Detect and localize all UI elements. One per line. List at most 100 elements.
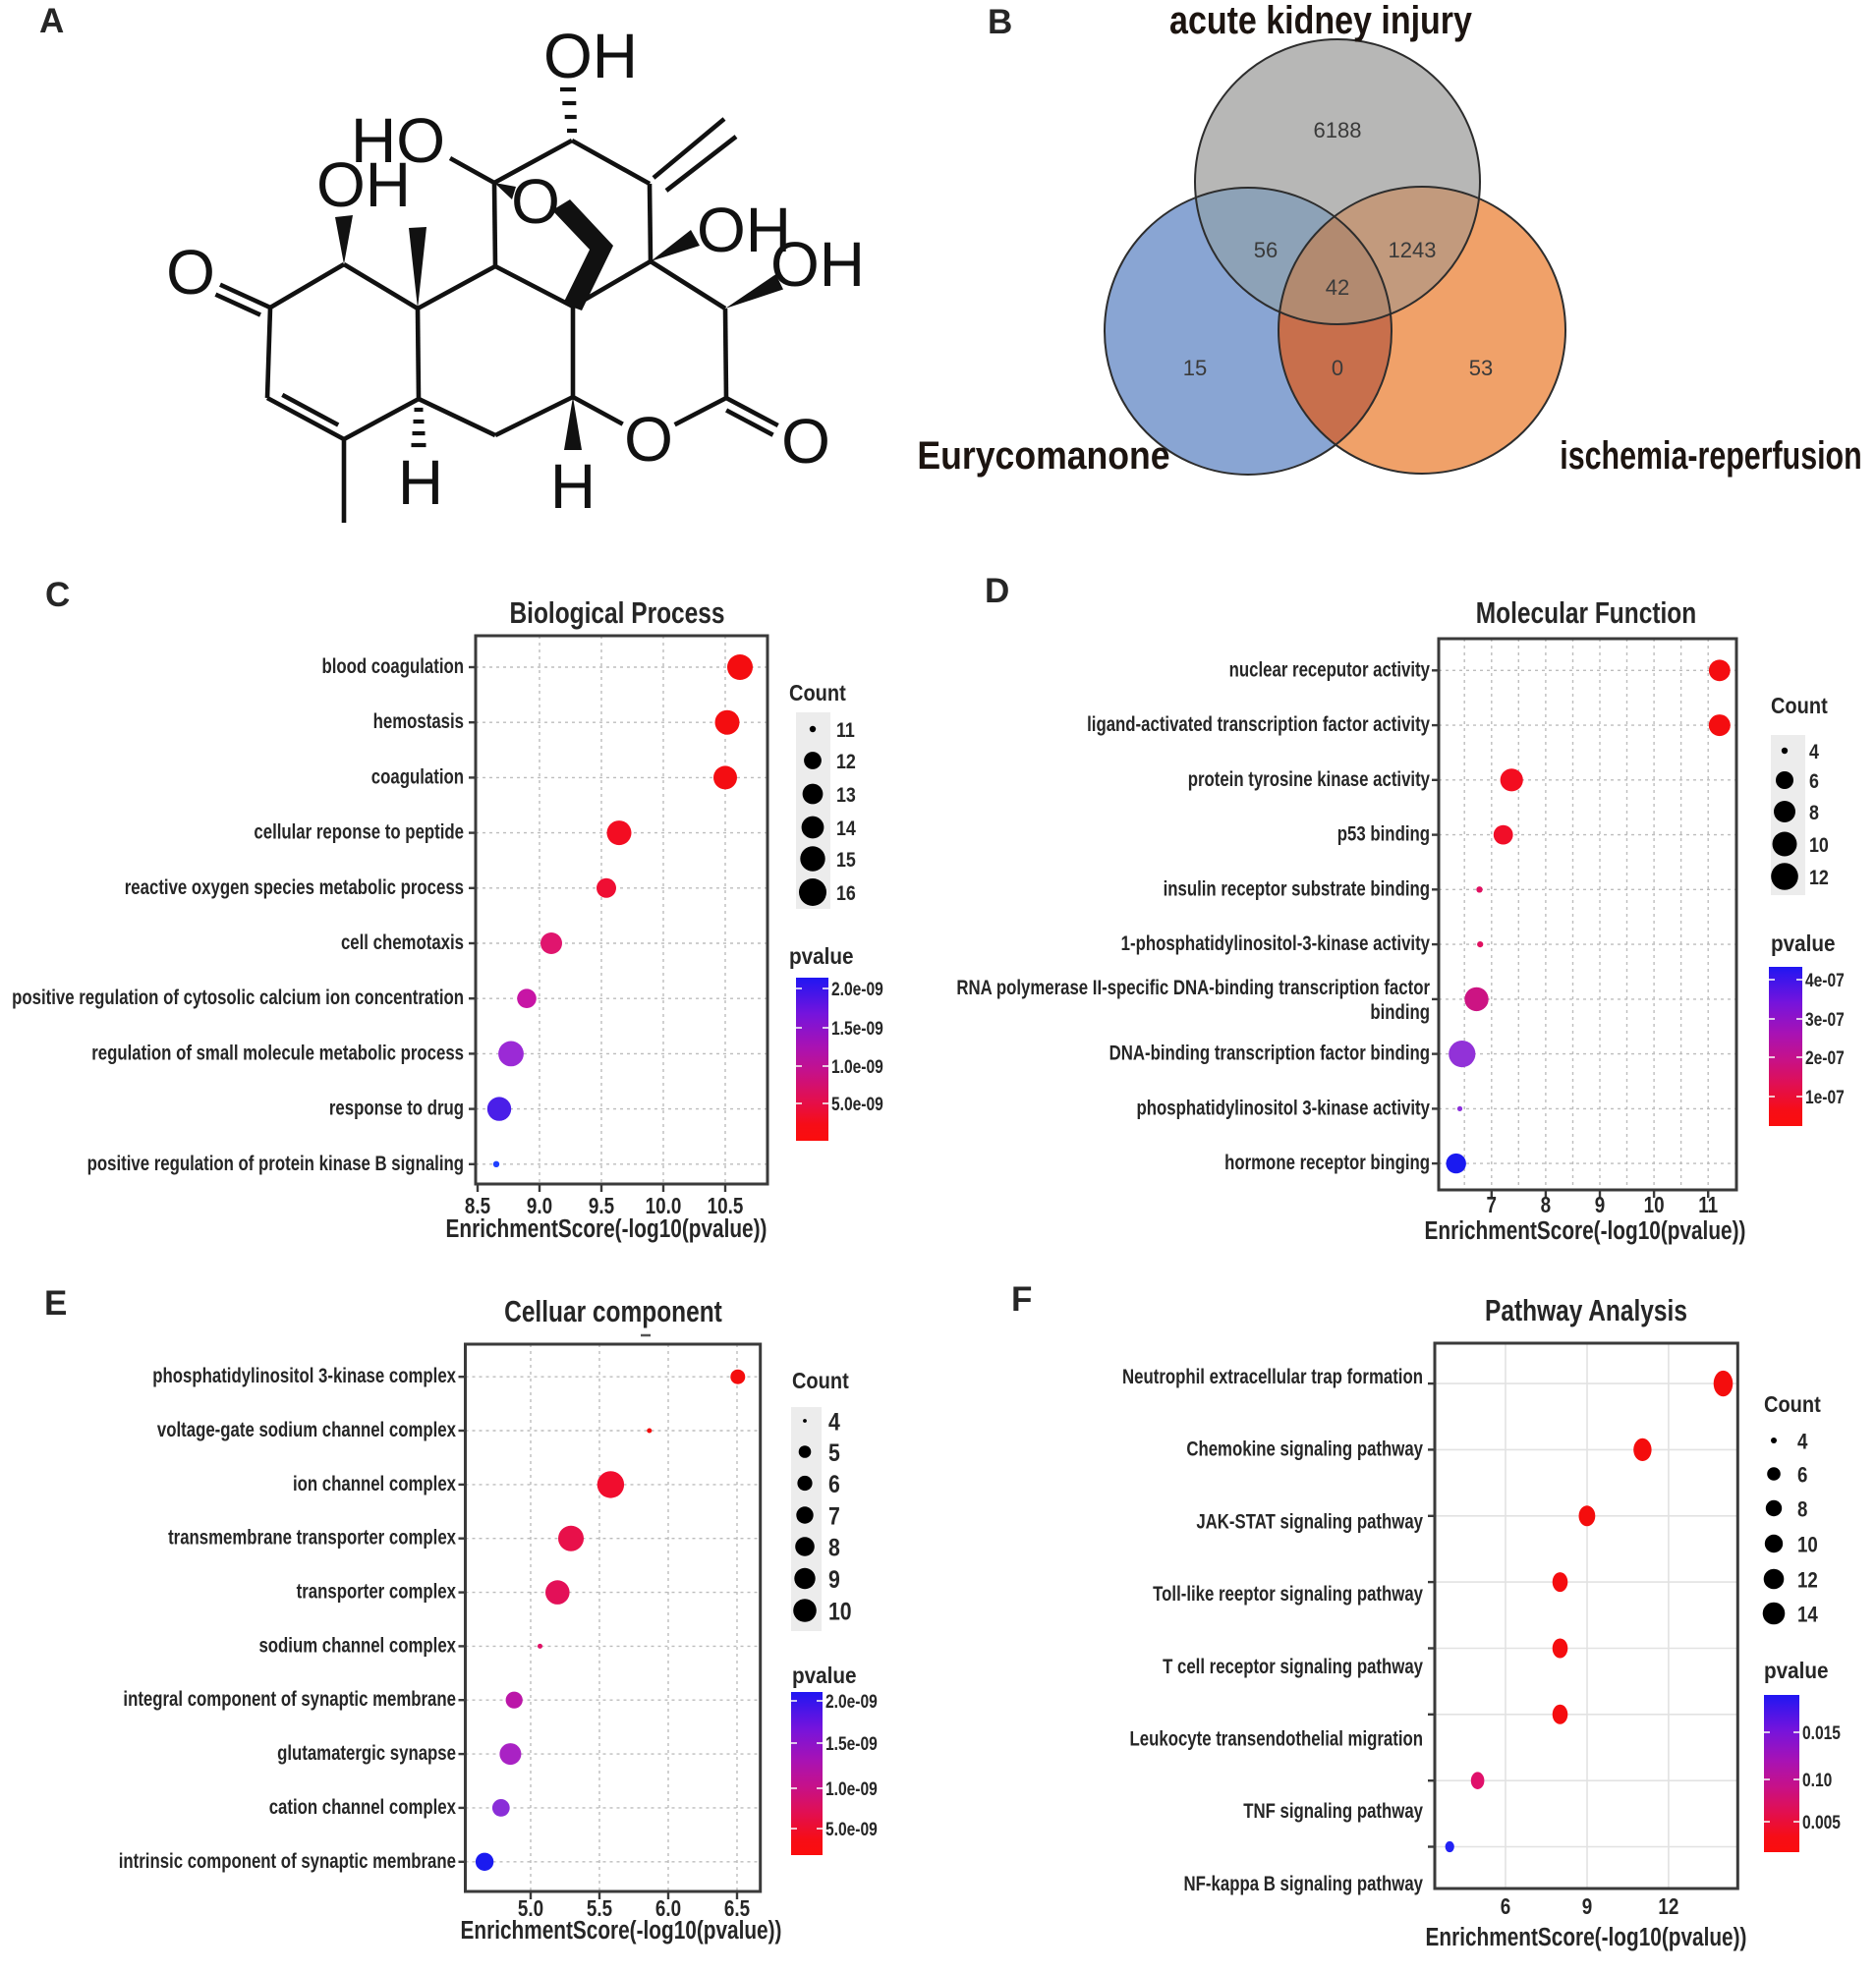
svg-text:3e-07: 3e-07	[1805, 1009, 1845, 1031]
svg-text:phosphatidylinositol 3-kinase: phosphatidylinositol 3-kinase complex	[152, 1366, 456, 1388]
svg-text:F: F	[1011, 1280, 1032, 1319]
svg-text:4: 4	[1809, 741, 1819, 764]
svg-text:phosphatidylinositol 3-kinase: phosphatidylinositol 3-kinase activity	[1137, 1098, 1431, 1120]
svg-text:coagulation: coagulation	[371, 766, 464, 789]
svg-text:8.5: 8.5	[465, 1194, 490, 1218]
svg-text:pvalue: pvalue	[792, 1663, 857, 1688]
svg-text:regulation of small molecule m: regulation of small molecule metabolic p…	[91, 1043, 464, 1065]
svg-text:integral component of synaptic: integral component of synaptic membrane	[123, 1689, 456, 1712]
svg-text:Biological Process: Biological Process	[509, 595, 724, 629]
svg-text:acute kidney injury: acute kidney injury	[1169, 0, 1472, 42]
svg-text:A: A	[39, 2, 64, 40]
svg-text:10: 10	[1644, 1193, 1665, 1217]
svg-text:15: 15	[836, 849, 856, 873]
svg-text:0.005: 0.005	[1802, 1812, 1841, 1833]
svg-text:56: 56	[1254, 238, 1278, 262]
svg-text:nuclear receputor activity: nuclear receputor activity	[1229, 659, 1431, 682]
svg-text:10.5: 10.5	[708, 1194, 744, 1218]
svg-text:1.5e-09: 1.5e-09	[825, 1733, 878, 1755]
svg-text:cellular reponse to peptide: cellular reponse to peptide	[254, 821, 464, 844]
svg-text:16: 16	[836, 882, 856, 906]
svg-text:7: 7	[828, 1502, 840, 1530]
svg-text:4: 4	[1797, 1431, 1808, 1454]
svg-text:DNA-binding transcription fact: DNA-binding transcription factor binding	[1109, 1043, 1430, 1065]
svg-text:Molecular Function: Molecular Function	[1476, 595, 1696, 629]
svg-text:transmembrane transporter comp: transmembrane transporter complex	[168, 1527, 456, 1550]
svg-text:9: 9	[1582, 1894, 1592, 1919]
svg-text:Toll-like reeptor signaling pa: Toll-like reeptor signaling pathway	[1153, 1583, 1423, 1606]
svg-text:5.0e-09: 5.0e-09	[831, 1094, 883, 1115]
svg-text:Count: Count	[1771, 693, 1828, 719]
svg-text:1e-07: 1e-07	[1805, 1087, 1845, 1108]
svg-text:intrinsic component of synapti: intrinsic component of synaptic membrane	[119, 1850, 456, 1873]
svg-text:E: E	[44, 1284, 67, 1323]
svg-text:1.0e-09: 1.0e-09	[831, 1056, 883, 1078]
svg-text:8: 8	[828, 1534, 840, 1561]
svg-text:EnrichmentScore(-log10(pvalue): EnrichmentScore(-log10(pvalue))	[1426, 1923, 1747, 1951]
svg-text:O: O	[624, 404, 673, 475]
svg-text:protein tyrosine kinase activi: protein tyrosine kinase activity	[1188, 768, 1431, 791]
svg-text:sodium channel complex: sodium channel complex	[258, 1635, 456, 1658]
svg-text:reactive oxygen species metabo: reactive oxygen species metabolic proces…	[125, 876, 464, 899]
svg-text:glutamatergic synapse: glutamatergic synapse	[277, 1742, 456, 1765]
svg-text:8: 8	[1541, 1193, 1552, 1217]
svg-text:1.5e-09: 1.5e-09	[831, 1018, 883, 1040]
svg-text:hormone receptor binging: hormone receptor binging	[1224, 1152, 1430, 1174]
svg-text:OH: OH	[697, 195, 791, 265]
svg-text:5: 5	[828, 1438, 840, 1466]
svg-text:53: 53	[1469, 356, 1493, 380]
svg-text:8: 8	[1809, 802, 1819, 825]
svg-text:7: 7	[1487, 1193, 1497, 1217]
svg-text:EnrichmentScore(-log10(pvalue): EnrichmentScore(-log10(pvalue))	[461, 1916, 782, 1945]
svg-text:Chemokine signaling pathway: Chemokine signaling pathway	[1186, 1438, 1423, 1461]
svg-text:O: O	[166, 237, 215, 308]
svg-text:5.0: 5.0	[518, 1896, 543, 1921]
svg-text:pvalue: pvalue	[789, 943, 854, 969]
svg-text:13: 13	[836, 784, 856, 808]
svg-text:12: 12	[1809, 867, 1829, 890]
svg-text:B: B	[988, 3, 1012, 41]
svg-text:pvalue: pvalue	[1764, 1658, 1829, 1683]
svg-text:12: 12	[1658, 1894, 1678, 1919]
svg-text:10: 10	[828, 1598, 852, 1625]
svg-text:C: C	[45, 576, 70, 614]
svg-text:Leukocyte transendothelial mig: Leukocyte transendothelial migration	[1130, 1728, 1423, 1751]
svg-text:1243: 1243	[1389, 238, 1437, 262]
svg-text:11: 11	[836, 719, 855, 743]
svg-text:voltage-gate sodium channel co: voltage-gate sodium channel complex	[157, 1419, 456, 1441]
svg-text:5.5: 5.5	[587, 1896, 612, 1921]
svg-text:9.0: 9.0	[527, 1194, 552, 1218]
svg-text:H: H	[398, 447, 443, 518]
svg-text:1-phosphatidylinositol-3-kinas: 1-phosphatidylinositol-3-kinase activity	[1121, 932, 1431, 955]
svg-text:14: 14	[1797, 1604, 1818, 1627]
svg-text:D: D	[985, 572, 1009, 610]
svg-text:6: 6	[1797, 1464, 1807, 1488]
svg-text:6: 6	[1809, 770, 1819, 794]
svg-text:6: 6	[828, 1470, 840, 1497]
svg-text:Count: Count	[1764, 1391, 1821, 1418]
svg-text:NF-kappa B signaling pathway: NF-kappa B signaling pathway	[1184, 1873, 1424, 1895]
svg-text:positive regulation of protein: positive regulation of protein kinase B …	[87, 1153, 464, 1175]
svg-text:9: 9	[828, 1565, 840, 1593]
svg-text:4e-07: 4e-07	[1805, 970, 1845, 991]
svg-text:TNF signaling pathway: TNF signaling pathway	[1243, 1801, 1423, 1824]
svg-text:Count: Count	[789, 680, 846, 706]
svg-text:O: O	[511, 166, 560, 237]
svg-text:12: 12	[1797, 1569, 1818, 1593]
svg-text:OH: OH	[770, 229, 865, 300]
svg-text:8: 8	[1797, 1498, 1807, 1522]
svg-text:14: 14	[836, 818, 856, 841]
svg-text:response to drug: response to drug	[329, 1098, 464, 1120]
svg-text:binding: binding	[1370, 1001, 1430, 1024]
svg-text:11: 11	[1698, 1193, 1718, 1217]
svg-text:Neutrophil extracellular trap: Neutrophil extracellular trap formation	[1122, 1366, 1423, 1388]
svg-text:ligand-activated transcription: ligand-activated transcription factor ac…	[1087, 713, 1430, 736]
svg-text:Pathway Analysis: Pathway Analysis	[1485, 1293, 1687, 1326]
svg-text:4: 4	[828, 1408, 840, 1436]
svg-text:cation channel complex: cation channel complex	[269, 1796, 457, 1819]
svg-text:ischemia-reperfusion: ischemia-reperfusion	[1560, 433, 1861, 478]
svg-text:Count: Count	[792, 1368, 849, 1394]
svg-text:OH: OH	[543, 21, 638, 91]
svg-text:15: 15	[1183, 356, 1207, 380]
svg-text:0: 0	[1332, 356, 1343, 380]
